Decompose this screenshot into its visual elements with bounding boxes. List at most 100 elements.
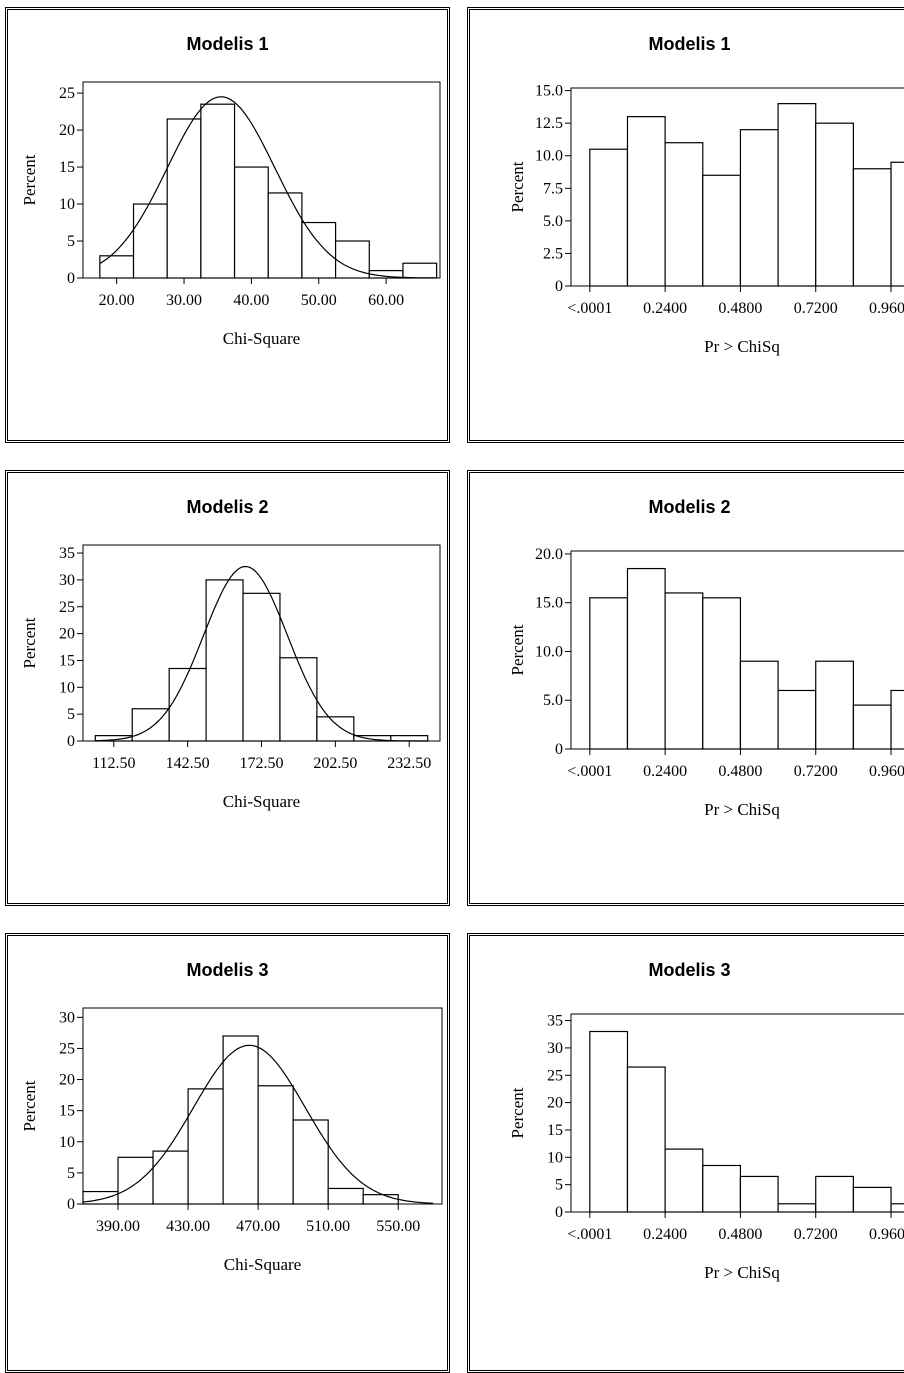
histogram-bar — [702, 597, 742, 750]
histogram-bar — [589, 148, 629, 287]
y-tick-label: 10 — [59, 679, 75, 696]
histogram-bar — [739, 129, 779, 287]
y-tick-label: 30 — [59, 572, 75, 589]
histogram-bar — [257, 1085, 294, 1205]
y-tick-label: 20.0 — [535, 546, 563, 563]
histogram-bar — [152, 1150, 189, 1205]
y-tick-label: 25 — [59, 1040, 75, 1057]
histogram-bar — [815, 1175, 854, 1213]
histogram-bar — [327, 1187, 364, 1205]
y-tick-label: 0 — [67, 270, 75, 287]
x-tick-label: 0.7200 — [794, 1226, 838, 1243]
y-tick-label: 0 — [67, 733, 75, 750]
histogram-bar — [267, 192, 303, 279]
histogram-bar — [82, 1190, 119, 1205]
y-tick-label: 5 — [555, 1177, 563, 1194]
x-tick-label: 112.50 — [92, 755, 135, 772]
y-tick-label: 0 — [555, 278, 563, 295]
x-tick-label: 0.2400 — [643, 300, 687, 317]
x-tick-label: 172.50 — [240, 755, 284, 772]
x-tick-label: 60.00 — [368, 292, 404, 309]
histogram-bar — [777, 103, 817, 287]
x-tick-label: 0.4800 — [718, 1226, 762, 1243]
histogram-bar — [589, 597, 629, 750]
x-tick-label: <.0001 — [567, 1226, 612, 1243]
histogram-bar — [702, 1164, 742, 1213]
histogram-bar — [233, 166, 269, 279]
y-tick-label: 5.0 — [543, 692, 563, 709]
x-tick-label: <.0001 — [567, 300, 612, 317]
y-tick-label: 20 — [59, 626, 75, 643]
chart-4: Modelis 3 0 5 10 15 20 25 30 390.00 430.00 470.00 5… — [20, 960, 443, 1274]
x-tick-label: 0.4800 — [718, 763, 762, 780]
x-tick-label: 0.7200 — [794, 763, 838, 780]
x-tick-label: 430.00 — [166, 1218, 210, 1235]
x-axis-label: Pr > ChiSq — [704, 800, 780, 819]
y-tick-label: 15 — [59, 159, 75, 176]
histogram-bar — [664, 592, 704, 750]
panel-modelis-3-chi-square: Modelis 3 0 5 10 15 20 25 30 390.00 430.00 470.00 5… — [5, 933, 450, 1373]
histogram-bar — [664, 142, 704, 287]
y-tick-label: 10.0 — [535, 643, 563, 660]
y-tick-label: 10.0 — [535, 148, 563, 165]
histogram-bar — [890, 1203, 904, 1213]
y-axis-label: Percent — [20, 1080, 39, 1131]
x-axis-label: Pr > ChiSq — [704, 1263, 780, 1282]
histogram-bar — [168, 667, 207, 742]
normal-curve — [95, 565, 428, 742]
x-axis-label: Pr > ChiSq — [704, 337, 780, 356]
chart-title: Modelis 2 — [648, 497, 730, 517]
y-tick-label: 25 — [59, 599, 75, 616]
x-axis-label: Chi-Square — [223, 329, 300, 348]
histogram-bar — [132, 203, 168, 279]
y-axis-label: Percent — [508, 161, 527, 212]
y-tick-label: 12.5 — [535, 115, 563, 132]
y-tick-label: 20 — [59, 122, 75, 139]
chart-title: Modelis 1 — [186, 34, 268, 54]
x-axis-label: Chi-Square — [223, 792, 300, 811]
histogram-bar — [362, 1194, 399, 1205]
y-tick-label: 15.0 — [535, 83, 563, 100]
x-tick-label: 550.00 — [376, 1218, 420, 1235]
x-tick-label: 470.00 — [236, 1218, 280, 1235]
histogram-bar — [222, 1035, 259, 1205]
y-tick-label: 5 — [67, 706, 75, 723]
chart-2: Modelis 2 0 5 10 15 20 25 30 35 112.50 142.50 172.5… — [20, 497, 441, 811]
y-tick-label: 25 — [547, 1067, 563, 1084]
y-axis-label: Percent — [508, 624, 527, 675]
histogram-bar — [166, 118, 202, 279]
y-tick-label: 15 — [547, 1122, 563, 1139]
y-axis-label: Percent — [20, 617, 39, 668]
normal-curve — [99, 96, 437, 279]
chart-3: Modelis 2 0 5.0 10.0 15.0 20.0 <.0001 0.2400 0.4… — [508, 497, 904, 819]
panel-modelis-2-chi-square: Modelis 2 0 5 10 15 20 25 30 35 112.50 142.50 172.5… — [5, 470, 450, 906]
y-tick-label: 15 — [59, 1103, 75, 1120]
x-tick-label: 510.00 — [306, 1218, 350, 1235]
y-tick-label: 0 — [555, 1204, 563, 1221]
x-tick-label: 0.2400 — [643, 1226, 687, 1243]
y-tick-label: 5.0 — [543, 213, 563, 230]
x-tick-label: 40.00 — [233, 292, 269, 309]
chart-title: Modelis 1 — [648, 34, 730, 54]
x-tick-label: 0.4800 — [718, 300, 762, 317]
y-axis-label: Percent — [508, 1087, 527, 1138]
histogram-bar — [301, 221, 337, 279]
histogram-bar — [626, 1066, 666, 1213]
y-tick-label: 10 — [547, 1149, 563, 1166]
x-tick-label: 20.00 — [99, 292, 135, 309]
y-tick-label: 20 — [547, 1095, 563, 1112]
y-tick-label: 30 — [547, 1040, 563, 1057]
y-tick-label: 35 — [59, 545, 75, 562]
x-tick-label: 0.7200 — [794, 300, 838, 317]
chart-5: Modelis 3 0 5 10 15 20 25 30 35 <.0001 0.2400 0.480… — [508, 960, 904, 1282]
x-tick-label: 0.9600 — [869, 1226, 904, 1243]
y-tick-label: 10 — [59, 1134, 75, 1151]
histogram-bar — [205, 579, 244, 742]
panel-modelis-1-chi-square: Modelis 1 0 5 10 15 20 25 20.00 30.00 40.00 50.00 6… — [5, 7, 450, 443]
y-tick-label: 30 — [59, 1009, 75, 1026]
x-tick-label: 390.00 — [96, 1218, 140, 1235]
x-tick-label: 142.50 — [166, 755, 210, 772]
y-tick-label: 35 — [547, 1013, 563, 1030]
chart-1: Modelis 1 0 2.5 5.0 7.5 10.0 12.5 15.0 <.0001 0.2… — [508, 34, 904, 356]
chart-title: Modelis 2 — [186, 497, 268, 517]
